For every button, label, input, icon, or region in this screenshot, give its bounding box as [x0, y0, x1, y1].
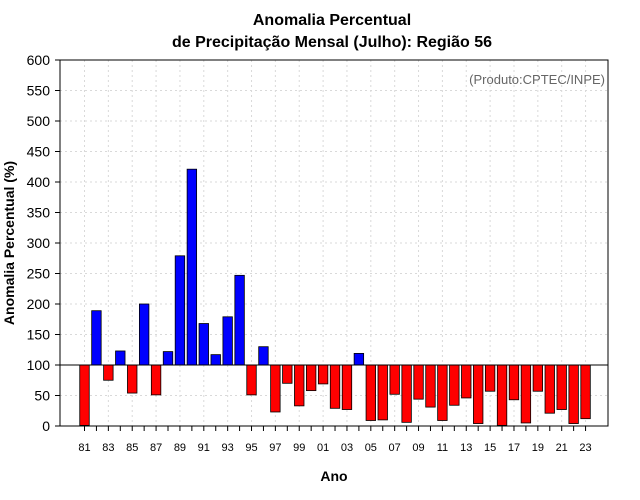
x-tick-label: 91 [198, 442, 210, 454]
bar-90 [186, 168, 198, 366]
bar-17 [508, 364, 520, 401]
bar-14 [473, 364, 484, 424]
bar-06 [377, 364, 388, 421]
bar-16 [496, 364, 508, 426]
bar-89 [174, 255, 186, 366]
y-tick-label: 600 [27, 52, 51, 68]
x-tick-label: 85 [126, 442, 138, 454]
bar-95 [246, 364, 257, 396]
bar-10 [425, 364, 436, 408]
x-tick-label: 15 [484, 442, 496, 454]
bar-03 [341, 364, 353, 410]
source-annotation: (Produto:CPTEC/INPE) [469, 72, 605, 87]
x-tick-label: 03 [341, 442, 353, 454]
bar-00 [306, 364, 317, 392]
y-tick-label: 500 [27, 113, 51, 129]
bar-13 [461, 364, 472, 399]
bar-94 [234, 274, 245, 366]
x-tick-label: 19 [532, 442, 544, 454]
bar-91 [198, 323, 209, 366]
y-tick-label: 300 [27, 235, 51, 251]
y-tick-label: 200 [27, 296, 51, 312]
bar-99 [294, 364, 305, 407]
bar-87 [150, 364, 162, 396]
bar-12 [449, 364, 460, 406]
x-tick-label: 95 [245, 442, 257, 454]
x-tick-label: 17 [508, 442, 520, 454]
y-tick-label: 50 [34, 388, 50, 404]
y-tick-label: 400 [27, 174, 51, 190]
y-tick-label: 550 [27, 83, 51, 99]
x-axis-label: Ano [320, 468, 347, 484]
bar-96 [258, 346, 269, 366]
bar-84 [115, 350, 126, 366]
x-tick-label: 11 [437, 442, 448, 454]
bar-82 [91, 310, 102, 366]
chart-subtitle: de Precipitação Mensal (Julho): Região 5… [172, 34, 492, 51]
bar-83 [103, 364, 114, 381]
bar-92 [210, 354, 221, 366]
y-axis: 0 50 100 150 200 250 300 350 400 450 500 550 600 [27, 52, 60, 434]
bar-05 [365, 364, 376, 421]
bar-23 [580, 364, 591, 420]
bar-09 [413, 364, 424, 400]
y-tick-label: 150 [27, 327, 51, 343]
y-tick-label: 0 [42, 418, 50, 434]
bar-22 [568, 364, 579, 424]
x-tick-label: 13 [460, 442, 472, 454]
bar-98 [282, 364, 293, 384]
x-tick-label: 89 [174, 442, 186, 454]
y-tick-label: 250 [27, 266, 51, 282]
x-tick-label: 05 [365, 442, 377, 454]
bar-02 [329, 364, 341, 409]
x-tick-label: 21 [556, 442, 568, 454]
bar-88 [162, 351, 174, 366]
x-tick-label: 93 [222, 442, 234, 454]
bar-93 [222, 316, 233, 366]
plot-frame [59, 59, 609, 427]
x-tick-label: 83 [102, 442, 114, 454]
x-tick-label: 99 [293, 442, 305, 454]
x-tick-label: 97 [269, 442, 281, 454]
x-tick-label: 23 [579, 442, 591, 454]
bar-81 [79, 364, 90, 426]
x-axis: 81 83 85 87 89 91 93 95 97 99 01 03 05 07 09 11 13 15 17 19… [78, 426, 592, 454]
bars [79, 168, 591, 426]
y-tick-label: 450 [27, 144, 51, 160]
bar-19 [532, 364, 543, 392]
x-tick-label: 01 [317, 442, 329, 454]
x-tick-label: 09 [412, 442, 424, 454]
bar-85 [127, 364, 138, 394]
bar-01 [317, 364, 329, 385]
y-axis-label: Anomalia Percentual (%) [1, 161, 17, 325]
x-tick-label: 81 [78, 442, 90, 454]
y-tick-label: 100 [27, 357, 51, 373]
bar-18 [520, 364, 532, 424]
bar-15 [484, 364, 496, 392]
bar-11 [437, 364, 448, 421]
y-tick-label: 350 [27, 205, 51, 221]
bar-20 [544, 364, 555, 414]
x-tick-label: 87 [150, 442, 162, 454]
bar-97 [270, 364, 281, 413]
bar-86 [138, 303, 150, 366]
x-tick-label: 07 [389, 442, 401, 454]
bar-04 [353, 353, 365, 366]
chart-title: Anomalia Percentual [253, 12, 411, 29]
bar-08 [401, 364, 412, 423]
bar-07 [389, 364, 400, 395]
bar-21 [556, 364, 567, 410]
